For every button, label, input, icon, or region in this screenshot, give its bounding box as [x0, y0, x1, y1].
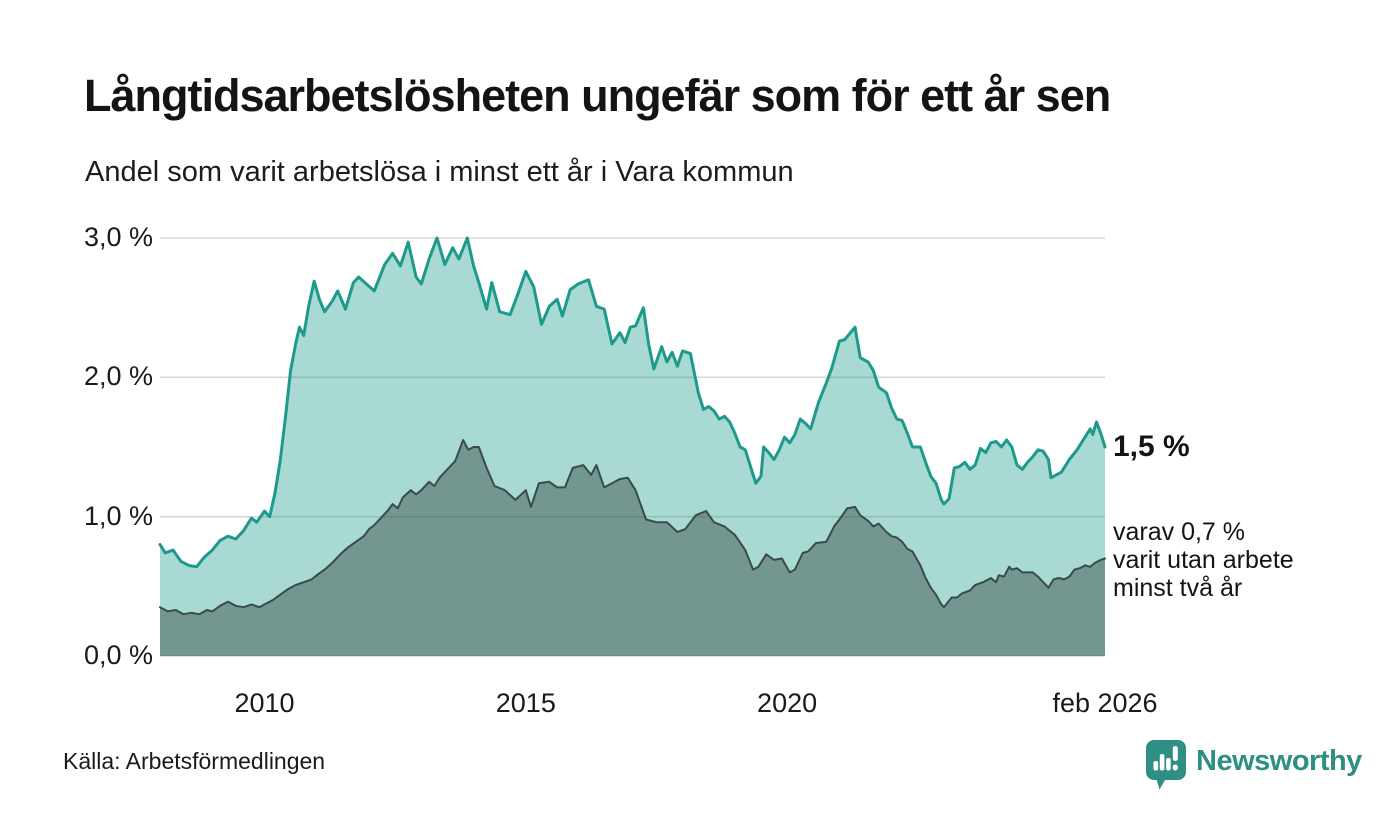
- secondary-label-line3: minst två år: [1113, 574, 1243, 602]
- x-tick-feb-2026: feb 2026: [1052, 688, 1158, 718]
- line-series-0: [158, 236, 1107, 569]
- secondary-label-line2: varit utan arbete: [1113, 546, 1294, 574]
- y-tick-3,0%: 3,0 %: [83, 222, 153, 252]
- secondary-value-label: varav 0,7 % varit utan arbete minst två …: [1113, 518, 1294, 602]
- newsworthy-pin-barchart-icon: [1146, 740, 1186, 795]
- chart-subtitle: Andel som varit arbetslösa i minst ett å…: [85, 156, 794, 188]
- newsworthy-wordmark: Newsworthy: [1196, 745, 1362, 777]
- area-series-1: [160, 440, 1105, 656]
- x-tick-2020: 2020: [757, 688, 818, 718]
- area-series-0: [160, 238, 1105, 656]
- newsworthy-logo: Newsworthy: [1146, 740, 1362, 795]
- latest-value-label: 1,5 %: [1113, 430, 1190, 463]
- y-tick-0,0%: 0,0 %: [83, 640, 153, 670]
- y-tick-2,0%: 2,0 %: [83, 361, 153, 392]
- x-tick-2010: 2010: [234, 688, 295, 718]
- x-tick-2015: 2015: [495, 688, 556, 718]
- source-note: Källa: Arbetsförmedlingen: [63, 748, 326, 774]
- page-title: Långtidsarbetslösheten ungefär som för e…: [84, 70, 1111, 121]
- secondary-label-line1: varav 0,7 %: [1113, 518, 1246, 546]
- y-tick-1,0%: 1,0 %: [83, 500, 153, 531]
- line-series-1: [159, 439, 1106, 616]
